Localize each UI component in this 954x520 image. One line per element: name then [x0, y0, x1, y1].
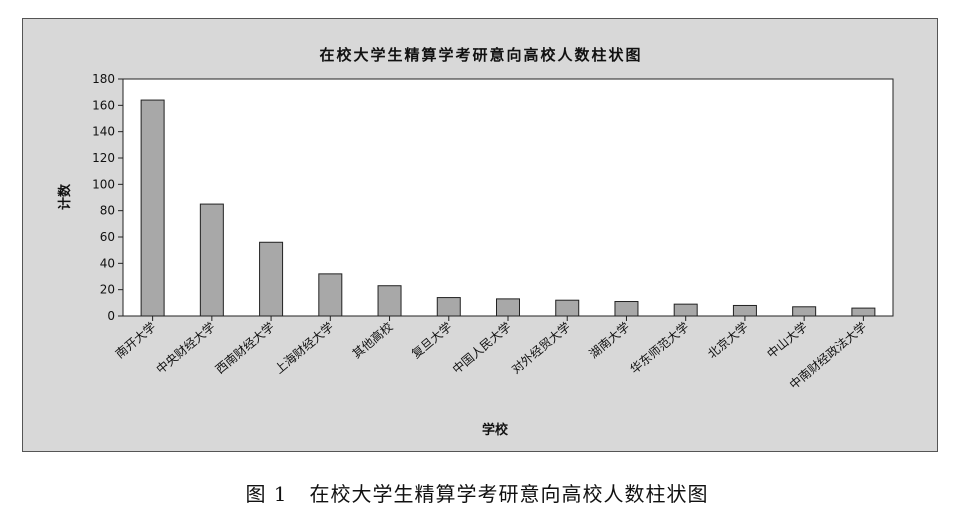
- chart-frame: 在校大学生精算学考研意向高校人数柱状图 计数 学校 0 20 40 60 80 100 12…: [22, 18, 938, 452]
- bar-1: [199, 203, 224, 317]
- x-axis-title: 学校: [482, 422, 509, 438]
- bar-10: [732, 304, 757, 317]
- y-tick-label: 160: [92, 98, 115, 112]
- y-tick-label: 120: [92, 151, 115, 165]
- bar-5: [436, 297, 461, 317]
- x-category-label: 上海财经大学: [271, 319, 336, 377]
- y-tick-label: 100: [92, 177, 115, 191]
- bars: [140, 99, 876, 317]
- y-tick-label: 80: [100, 204, 115, 218]
- figure-number: 图 1: [245, 482, 288, 506]
- bar-6: [496, 298, 520, 317]
- y-tick-label: 140: [92, 125, 115, 139]
- bar-4: [377, 285, 402, 317]
- bar-9: [673, 303, 698, 317]
- bar-0: [140, 99, 165, 317]
- figure-caption-text: 在校大学生精算学考研意向高校人数柱状图: [309, 482, 709, 506]
- bar-chart: 在校大学生精算学考研意向高校人数柱状图 计数 学校 0 20 40 60 80 100 12…: [57, 46, 894, 438]
- y-axis-title: 计数: [57, 183, 73, 210]
- x-category-label: 华东师范大学: [627, 319, 692, 377]
- bar-8: [614, 301, 639, 317]
- bar-7: [555, 299, 580, 317]
- x-category-label: 中山大学: [764, 319, 810, 361]
- chart-title: 在校大学生精算学考研意向高校人数柱状图: [319, 46, 642, 64]
- y-tick-label: 180: [92, 72, 115, 86]
- x-category-label: 中国人民大学: [449, 319, 514, 377]
- y-axis: 0 20 40 60 80 100 120 140 160 180: [92, 72, 123, 323]
- x-category-label: 湖南大学: [586, 319, 632, 361]
- x-category-label: 南开大学: [112, 319, 158, 361]
- figure-caption: 图 1 在校大学生精算学考研意向高校人数柱状图: [0, 478, 954, 507]
- y-tick-label: 60: [100, 230, 115, 244]
- y-tick-label: 40: [100, 256, 115, 270]
- bar-2: [259, 241, 284, 317]
- x-category-label: 北京大学: [704, 319, 750, 361]
- x-category-label: 对外经贸大学: [508, 319, 573, 377]
- y-tick-label: 0: [107, 309, 115, 323]
- y-tick-label: 20: [100, 283, 115, 297]
- x-category-label: 其他高校: [349, 319, 395, 361]
- bar-11: [792, 306, 817, 317]
- bar-12: [851, 307, 876, 317]
- plot-area: [122, 78, 894, 317]
- x-category-label: 复旦大学: [408, 319, 454, 361]
- x-category-label: 西南财经大学: [212, 319, 277, 377]
- x-category-label: 中央财经大学: [153, 319, 218, 377]
- bar-3: [318, 273, 343, 317]
